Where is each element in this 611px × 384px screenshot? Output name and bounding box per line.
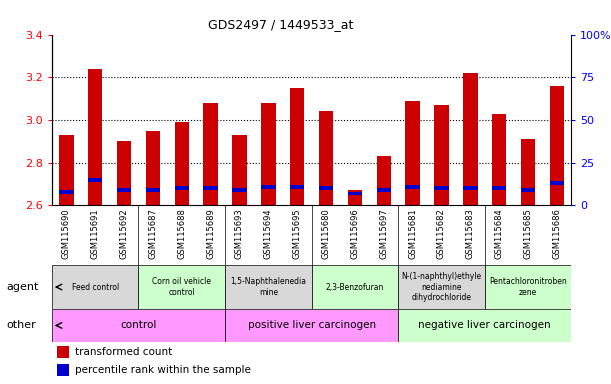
Text: GSM115681: GSM115681 <box>408 209 417 259</box>
Bar <box>88 69 103 205</box>
Text: transformed count: transformed count <box>75 347 172 357</box>
Bar <box>203 186 218 190</box>
Text: GSM115691: GSM115691 <box>90 209 100 259</box>
Text: GSM115684: GSM115684 <box>495 209 503 259</box>
Bar <box>319 186 333 190</box>
Bar <box>521 188 535 192</box>
Bar <box>521 139 535 205</box>
Text: GSM115697: GSM115697 <box>379 209 388 259</box>
Text: control: control <box>120 320 156 331</box>
Text: GSM115692: GSM115692 <box>120 209 128 259</box>
Bar <box>485 265 571 309</box>
Bar <box>117 188 131 192</box>
Bar <box>312 265 398 309</box>
Text: positive liver carcinogen: positive liver carcinogen <box>247 320 376 331</box>
Text: negative liver carcinogen: negative liver carcinogen <box>419 320 551 331</box>
Text: GSM115683: GSM115683 <box>466 209 475 259</box>
Bar <box>232 135 247 205</box>
Text: GSM115686: GSM115686 <box>552 209 562 259</box>
Bar <box>57 346 68 358</box>
Bar <box>225 265 312 309</box>
Bar <box>52 309 225 342</box>
Bar <box>175 186 189 190</box>
Bar <box>139 265 225 309</box>
Bar <box>550 181 564 185</box>
Bar <box>550 86 564 205</box>
Text: N-(1-naphthyl)ethyle
nediamine
dihydrochloride: N-(1-naphthyl)ethyle nediamine dihydroch… <box>401 272 481 302</box>
Bar <box>348 192 362 195</box>
Text: other: other <box>6 320 36 331</box>
Bar <box>232 188 247 192</box>
Bar <box>59 135 73 205</box>
Text: GSM115696: GSM115696 <box>350 209 359 259</box>
Bar <box>376 188 391 192</box>
Bar <box>88 178 103 182</box>
Text: GSM115695: GSM115695 <box>293 209 302 259</box>
Text: GDS2497 / 1449533_at: GDS2497 / 1449533_at <box>208 18 354 31</box>
Text: GSM115693: GSM115693 <box>235 209 244 259</box>
Bar <box>463 73 478 205</box>
Bar <box>405 185 420 189</box>
Text: agent: agent <box>6 282 38 292</box>
Bar <box>492 114 507 205</box>
Bar <box>434 186 448 190</box>
Bar <box>348 190 362 205</box>
Text: GSM115690: GSM115690 <box>62 209 71 259</box>
Bar <box>225 309 398 342</box>
Bar <box>434 105 448 205</box>
Bar <box>376 156 391 205</box>
Bar <box>59 190 73 194</box>
Bar <box>398 309 571 342</box>
Bar <box>117 141 131 205</box>
Text: GSM115682: GSM115682 <box>437 209 446 259</box>
Bar <box>203 103 218 205</box>
Text: GSM115687: GSM115687 <box>148 209 158 259</box>
Bar <box>290 88 304 205</box>
Bar <box>52 265 139 309</box>
Text: percentile rank within the sample: percentile rank within the sample <box>75 365 251 375</box>
Text: 1,5-Naphthalenedia
mine: 1,5-Naphthalenedia mine <box>230 277 306 297</box>
Bar <box>175 122 189 205</box>
Bar <box>492 186 507 190</box>
Text: GSM115685: GSM115685 <box>524 209 533 259</box>
Bar <box>290 185 304 189</box>
Bar <box>261 103 276 205</box>
Bar <box>405 101 420 205</box>
Text: GSM115688: GSM115688 <box>177 209 186 259</box>
Bar <box>463 186 478 190</box>
Bar <box>319 111 333 205</box>
Bar <box>398 265 485 309</box>
Text: GSM115689: GSM115689 <box>206 209 215 259</box>
Text: Pentachloronitroben
zene: Pentachloronitroben zene <box>489 277 567 297</box>
Bar <box>145 188 160 192</box>
Text: GSM115694: GSM115694 <box>264 209 273 259</box>
Bar <box>261 185 276 189</box>
Bar <box>57 364 68 376</box>
Text: Corn oil vehicle
control: Corn oil vehicle control <box>152 277 211 297</box>
Text: 2,3-Benzofuran: 2,3-Benzofuran <box>326 283 384 291</box>
Bar <box>145 131 160 205</box>
Text: GSM115680: GSM115680 <box>321 209 331 259</box>
Text: Feed control: Feed control <box>71 283 119 291</box>
